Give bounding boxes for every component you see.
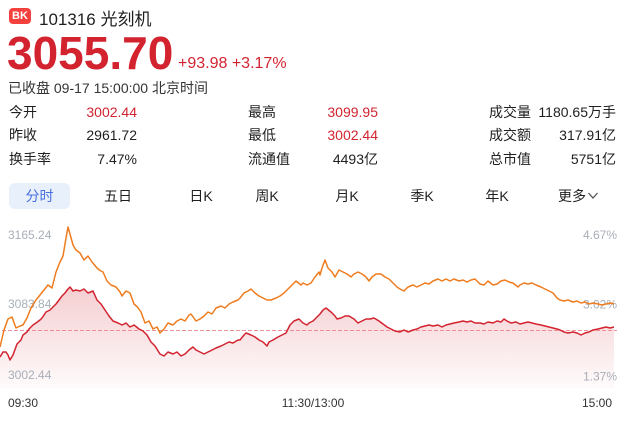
svg-text:3165.24: 3165.24 [8,228,52,242]
svg-text:4.67%: 4.67% [583,228,617,242]
svg-text:3083.84: 3083.84 [8,297,52,311]
svg-text:09:30: 09:30 [8,396,38,410]
svg-text:3002.44: 3002.44 [8,368,52,382]
svg-text:1.37%: 1.37% [583,370,617,384]
svg-text:11:30/13:00: 11:30/13:00 [282,396,345,410]
svg-text:15:00: 15:00 [582,396,612,410]
